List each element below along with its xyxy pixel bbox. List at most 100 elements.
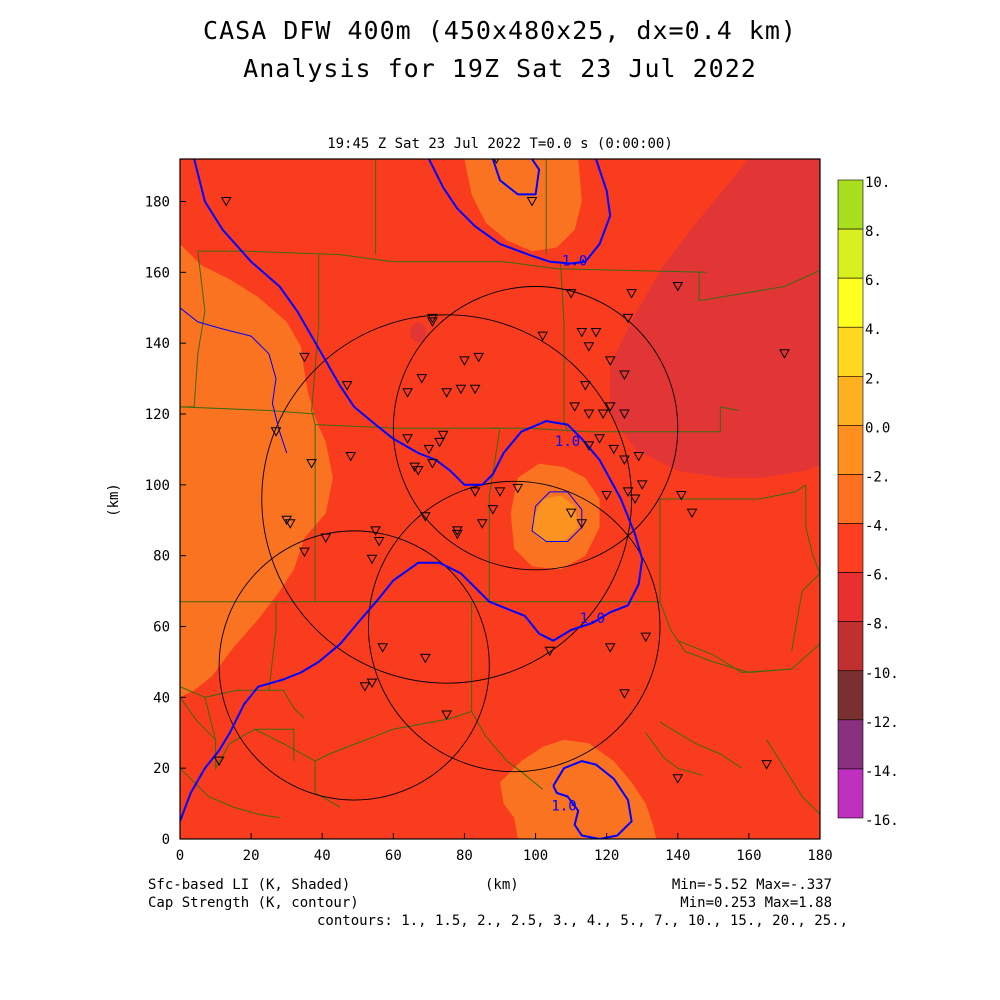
colorbar-segment: [837, 425, 864, 475]
county-boundary: [492, 427, 692, 433]
x-tick-label: 140: [665, 848, 690, 864]
station-marker: [761, 760, 773, 770]
colorbar-label: 4.: [865, 322, 882, 338]
station-marker: [370, 526, 381, 536]
county-boundary: [766, 739, 820, 815]
county-boundary: [692, 406, 739, 433]
station-marker: [640, 632, 652, 643]
y-tick-label: 80: [153, 549, 170, 565]
y-tick-label: 20: [153, 761, 170, 777]
y-axis-label: (km): [106, 483, 122, 517]
contour-label: 1.0: [551, 799, 576, 815]
station-marker: [476, 519, 488, 529]
y-tick-label: 160: [145, 265, 170, 281]
li-light-orange-core: [532, 495, 579, 542]
colorbar-segment: [837, 572, 864, 622]
station-marker: [583, 342, 595, 352]
radar-range-ring: [367, 480, 661, 773]
county-boundary: [645, 732, 703, 776]
shaded-min-max: Min=-5.52 Max=-.337: [671, 877, 832, 893]
y-tick-label: 40: [153, 690, 170, 706]
y-tick-label: 0: [162, 832, 170, 848]
colorbar-segment: [837, 376, 864, 426]
county-boundary: [559, 261, 569, 432]
colorbar-label: -6.: [865, 568, 890, 584]
station-marker: [366, 554, 378, 565]
colorbar-segment: [837, 277, 864, 328]
station-marker: [299, 547, 310, 558]
county-boundary: [180, 686, 269, 698]
county-boundary: [677, 640, 820, 674]
station-marker: [487, 505, 499, 515]
station-marker: [619, 455, 630, 466]
x-tick-label: 60: [385, 848, 402, 864]
station-marker: [672, 282, 684, 292]
cap-strength-contour: [570, 159, 612, 265]
colorbar-label: 2.: [865, 371, 882, 387]
station-marker: [629, 494, 641, 505]
x-tick-label: 0: [176, 848, 184, 864]
station-marker: [419, 512, 431, 522]
station-marker: [619, 409, 630, 420]
station-marker: [604, 643, 616, 653]
station-marker: [412, 466, 424, 476]
colorbar-segment: [837, 719, 864, 770]
contour-min-max: Min=0.253 Max=1.88: [680, 895, 832, 911]
station-marker: [601, 490, 613, 501]
radar-range-ring: [261, 314, 633, 684]
station-marker: [377, 643, 389, 653]
station-marker: [622, 487, 634, 497]
station-marker: [565, 289, 577, 299]
colorbar-label: -2.: [865, 469, 890, 485]
colorbar-label: 6.: [865, 273, 882, 289]
station-marker: [636, 480, 648, 490]
station-marker: [373, 537, 385, 547]
station-marker: [597, 409, 609, 420]
colorbar-segment: [837, 326, 864, 377]
county-boundary: [503, 261, 707, 273]
county-boundary: [315, 424, 493, 429]
station-marker: [686, 508, 698, 519]
cap-strength-contour: [491, 159, 541, 196]
valid-time-label: 19:45 Z Sat 23 Jul 2022 T=0.0 s (0:00:00…: [327, 136, 673, 152]
station-marker: [576, 328, 588, 338]
plot-frame: [179, 158, 821, 840]
station-marker: [366, 678, 378, 689]
contour-label: 1.0: [555, 434, 580, 450]
station-marker: [284, 519, 296, 529]
station-marker: [619, 370, 630, 381]
y-tick-label: 180: [145, 195, 170, 211]
cap-strength-contour: [180, 307, 288, 454]
cap-strength-contour: [428, 159, 572, 265]
station-marker: [359, 682, 371, 692]
cap-strength-contour: [552, 760, 633, 839]
contour-field-label: Cap Strength (K, contour): [148, 895, 359, 911]
station-marker: [451, 529, 463, 540]
colorbar-label: 10.: [865, 175, 890, 191]
station-marker: [594, 434, 605, 444]
x-tick-label: 80: [456, 848, 473, 864]
x-axis-label: (km): [485, 877, 519, 893]
li-orange-region-west: [180, 244, 333, 698]
county-boundary: [180, 697, 216, 741]
y-tick-label: 100: [145, 478, 170, 494]
county-boundary: [659, 484, 807, 602]
station-marker: [299, 352, 310, 363]
li-orange-region-north: [464, 159, 582, 252]
colorbar-label: -10.: [865, 666, 899, 682]
station-marker: [441, 710, 453, 721]
county-boundary: [197, 250, 504, 263]
county-boundary: [314, 711, 472, 762]
county-boundary: [180, 406, 316, 415]
chart-title: CASA DFW 400m (450x480x25, dx=0.4 km): [203, 16, 797, 45]
x-tick-label: 180: [807, 848, 832, 864]
station-marker: [270, 427, 282, 437]
colorbar-label: -4.: [865, 519, 890, 535]
station-marker: [220, 197, 232, 207]
colorbar-segment: [837, 179, 864, 230]
station-marker: [565, 508, 577, 519]
colorbar-label: -14.: [865, 764, 899, 780]
station-marker: [779, 349, 790, 359]
station-marker: [512, 483, 524, 494]
station-marker: [583, 441, 595, 451]
